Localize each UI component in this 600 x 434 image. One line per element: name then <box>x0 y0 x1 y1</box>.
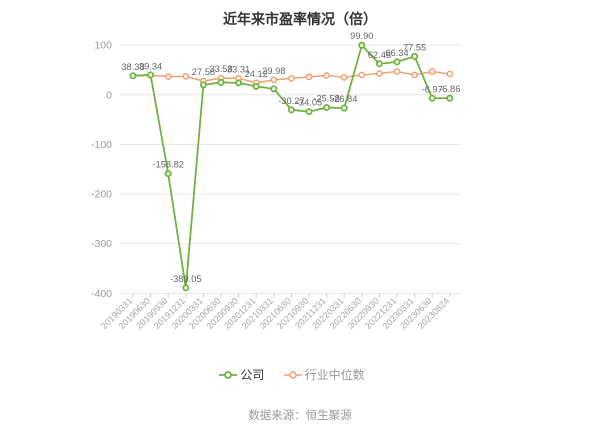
svg-text:99.90: 99.90 <box>350 31 373 41</box>
svg-text:-389.05: -389.05 <box>170 274 202 284</box>
svg-text:-158.82: -158.82 <box>152 160 184 170</box>
svg-text:100: 100 <box>94 40 112 52</box>
svg-text:38.38: 38.38 <box>121 62 144 72</box>
svg-text:-300: -300 <box>91 238 112 250</box>
svg-text:-26.84: -26.84 <box>331 94 357 104</box>
svg-text:0: 0 <box>106 89 112 101</box>
svg-text:29.98: 29.98 <box>262 66 285 76</box>
svg-text:-400: -400 <box>91 288 112 300</box>
svg-text:-6.86: -6.86 <box>439 84 460 94</box>
svg-text:-100: -100 <box>91 139 112 151</box>
svg-text:-200: -200 <box>91 189 112 201</box>
svg-text:77.55: 77.55 <box>403 42 426 52</box>
